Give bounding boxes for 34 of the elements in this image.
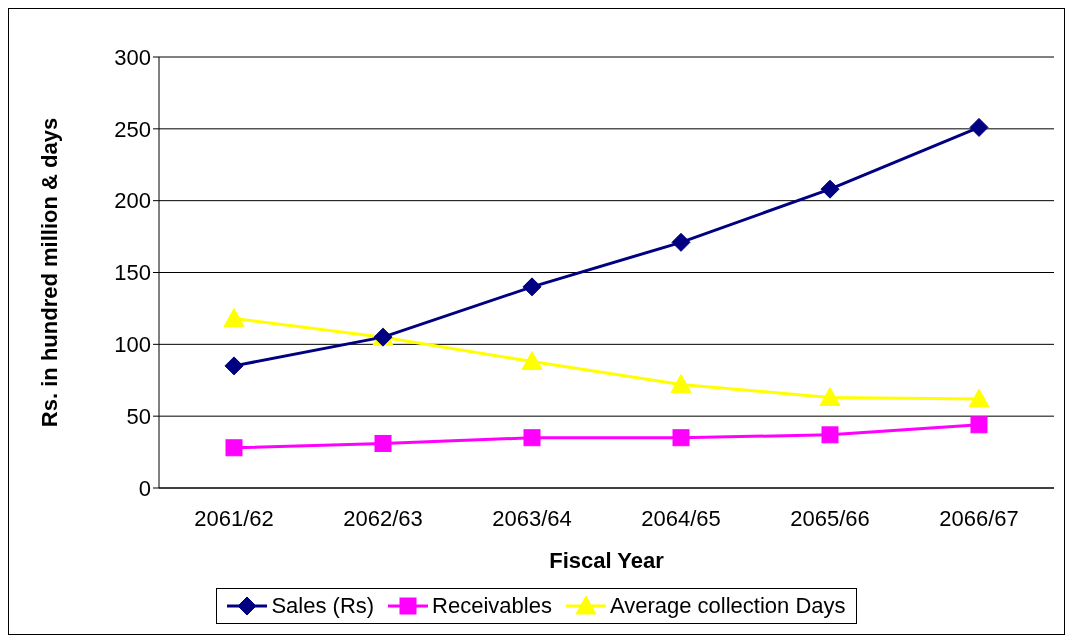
point: [969, 117, 989, 137]
point: [521, 351, 543, 371]
point: [970, 416, 988, 434]
x-tick-label: 2066/67: [939, 505, 1019, 531]
y-axis-title: Rs. in hundred million & days: [36, 117, 62, 428]
x-tick-label: 2065/66: [790, 505, 870, 531]
point: [821, 426, 839, 444]
y-tick-label: 300: [114, 44, 151, 70]
point: [670, 374, 692, 394]
x-tick-label: 2062/63: [343, 505, 423, 531]
x-axis-title: Fiscal Year: [549, 548, 665, 573]
point: [819, 386, 841, 406]
point: [224, 356, 244, 376]
point: [820, 179, 840, 199]
x-tick-label: 2063/64: [492, 505, 572, 531]
legend-label: Receivables: [432, 593, 552, 619]
point: [522, 277, 542, 297]
y-tick-label: 50: [126, 403, 151, 429]
point: [223, 307, 245, 327]
x-tick-label: 2061/62: [194, 505, 274, 531]
legend-label: Sales (Rs): [271, 593, 375, 619]
y-tick-label: 0: [138, 475, 151, 501]
point: [374, 434, 392, 452]
point: [671, 232, 691, 252]
y-tick-label: 100: [114, 332, 151, 358]
y-tick-label: 250: [114, 116, 151, 142]
point: [225, 439, 243, 457]
y-tick-label: 150: [114, 260, 151, 286]
point: [523, 429, 541, 447]
y-tick-label: 200: [114, 188, 151, 214]
point: [672, 429, 690, 447]
point: [968, 388, 990, 408]
legend-label: Average collection Days: [609, 593, 846, 619]
x-tick-label: 2064/65: [641, 505, 721, 531]
